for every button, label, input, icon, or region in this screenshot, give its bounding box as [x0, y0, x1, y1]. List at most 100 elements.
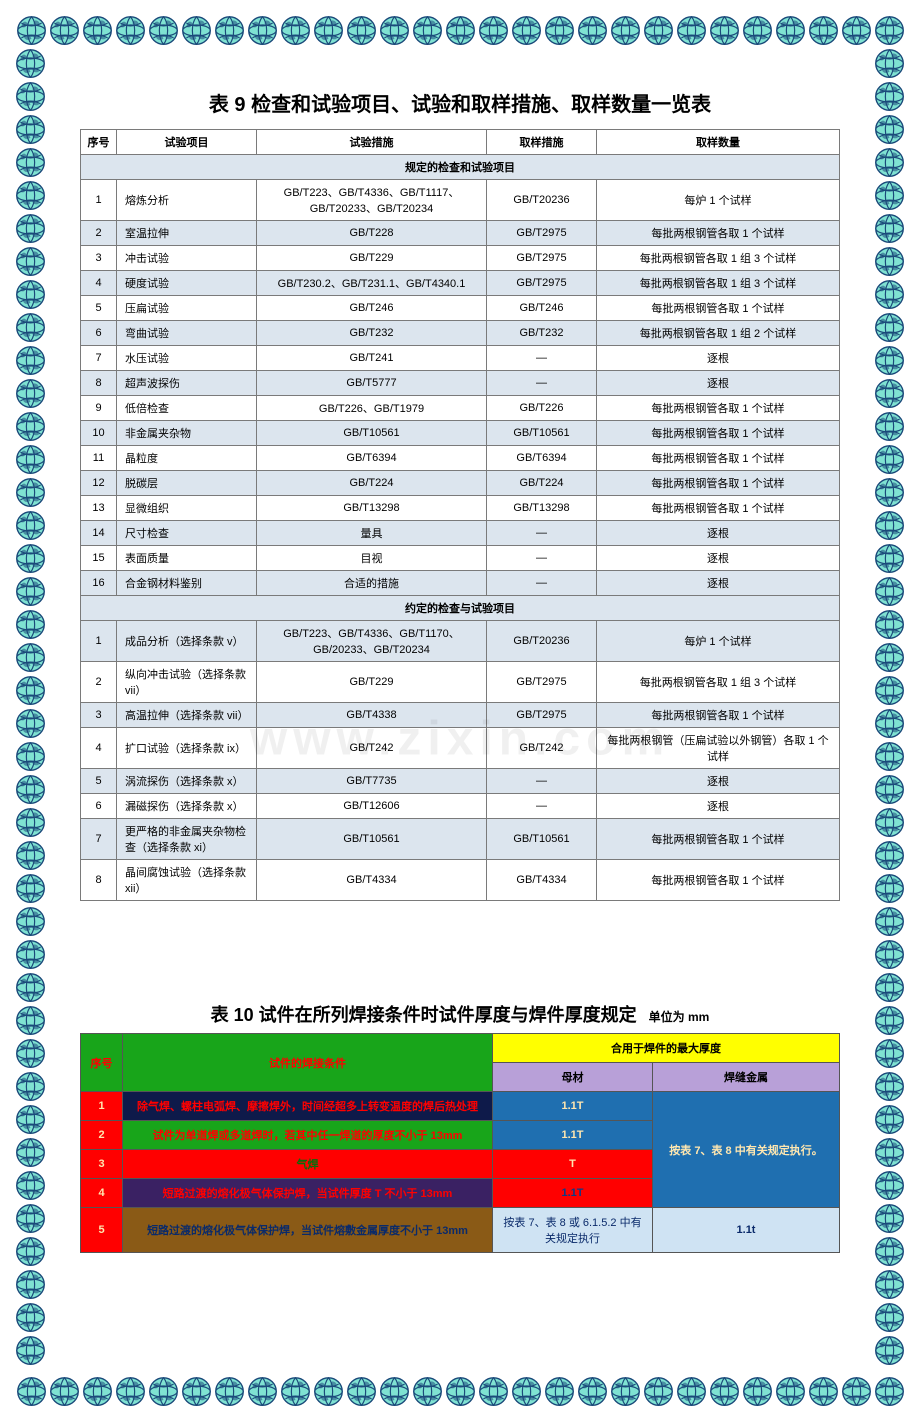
- globe-icon: [48, 14, 81, 47]
- globe-icon: [14, 1103, 47, 1136]
- table10: 序号 试件的焊接条件 合用于焊件的最大厚度 母材 焊缝金属 1 除气焊、螺柱电弧…: [80, 1033, 840, 1253]
- table-row: 13 显微组织 GB/T13298 GB/T13298 每批两根钢管各取 1 个…: [81, 496, 840, 521]
- cell-no: 2: [81, 221, 117, 246]
- globe-icon: [873, 1136, 906, 1169]
- cell-no: 1: [81, 621, 117, 662]
- th-sampling: 取样措施: [487, 130, 597, 155]
- globe-icon: [180, 1375, 213, 1408]
- globe-icon: [873, 443, 906, 476]
- globe-icon: [14, 1235, 47, 1268]
- globe-icon: [873, 1070, 906, 1103]
- globe-icon: [14, 179, 47, 212]
- cell-no: 4: [81, 271, 117, 296]
- cell-qty: 每批两根钢管各取 1 个试样: [597, 421, 840, 446]
- globe-icon: [14, 971, 47, 1004]
- table-row: 16 合金钢材料鉴别 合适的措施 — 逐根: [81, 571, 840, 596]
- globe-icon: [14, 146, 47, 179]
- globe-icon: [873, 707, 906, 740]
- table-row: 14 尺寸检查 量具 — 逐根: [81, 521, 840, 546]
- globe-icon: [14, 905, 47, 938]
- globe-icon: [444, 1375, 477, 1408]
- table-row: 5 涡流探伤（选择条款 x） GB/T7735 — 逐根: [81, 769, 840, 794]
- cell-item: 成品分析（选择条款 v）: [117, 621, 257, 662]
- globe-icon: [675, 14, 708, 47]
- cell-sampling: GB/T2975: [487, 662, 597, 703]
- cell-method: 量具: [257, 521, 487, 546]
- globe-icon: [14, 1334, 47, 1367]
- globe-icon: [14, 575, 47, 608]
- globe-icon: [345, 1375, 378, 1408]
- globe-icon: [246, 1375, 279, 1408]
- t10-no: 1: [81, 1092, 123, 1121]
- cell-no: 5: [81, 296, 117, 321]
- cell-item: 室温拉伸: [117, 221, 257, 246]
- t10-row: 1 除气焊、螺柱电弧焊、摩擦焊外，时间经超多上转变温度的焊后热处理 1.1T 按…: [81, 1092, 840, 1121]
- globe-icon: [48, 1375, 81, 1408]
- section-label: 规定的检查和试验项目: [81, 155, 840, 180]
- globe-icon: [873, 1037, 906, 1070]
- globe-icon: [807, 14, 840, 47]
- cell-no: 11: [81, 446, 117, 471]
- cell-item: 熔炼分析: [117, 180, 257, 221]
- globe-icon: [576, 1375, 609, 1408]
- cell-item: 尺寸检查: [117, 521, 257, 546]
- cell-sampling: GB/T226: [487, 396, 597, 421]
- cell-no: 8: [81, 371, 117, 396]
- globe-icon: [14, 278, 47, 311]
- th-no: 序号: [81, 130, 117, 155]
- cell-no: 6: [81, 321, 117, 346]
- t10-base: 按表 7、表 8 或 6.1.5.2 中有关规定执行: [493, 1208, 653, 1253]
- globe-icon: [840, 14, 873, 47]
- cell-method: GB/T224: [257, 471, 487, 496]
- globe-icon: [609, 14, 642, 47]
- cell-qty: 每炉 1 个试样: [597, 180, 840, 221]
- cell-qty: 逐根: [597, 371, 840, 396]
- cell-item: 漏磁探伤（选择条款 x）: [117, 794, 257, 819]
- globe-icon: [873, 1103, 906, 1136]
- cell-no: 14: [81, 521, 117, 546]
- cell-item: 硬度试验: [117, 271, 257, 296]
- cell-no: 10: [81, 421, 117, 446]
- cell-item: 弯曲试验: [117, 321, 257, 346]
- globe-icon: [14, 1169, 47, 1202]
- cell-item: 纵向冲击试验（选择条款 vii）: [117, 662, 257, 703]
- globe-icon: [708, 14, 741, 47]
- cell-sampling: —: [487, 546, 597, 571]
- cell-method: GB/T223、GB/T4336、GB/T1170、GB/20233、GB/T2…: [257, 621, 487, 662]
- cell-item: 更严格的非金属夹杂物检查（选择条款 xi）: [117, 819, 257, 860]
- cell-item: 扩口试验（选择条款 ix）: [117, 728, 257, 769]
- cell-sampling: —: [487, 794, 597, 819]
- globe-icon: [14, 608, 47, 641]
- globe-icon: [81, 14, 114, 47]
- globe-icon: [873, 1235, 906, 1268]
- cell-sampling: —: [487, 521, 597, 546]
- t10-header-row: 序号 试件的焊接条件 合用于焊件的最大厚度: [81, 1034, 840, 1063]
- cell-no: 15: [81, 546, 117, 571]
- cell-qty: 逐根: [597, 769, 840, 794]
- globe-icon: [774, 14, 807, 47]
- cell-qty: 逐根: [597, 794, 840, 819]
- cell-method: GB/T242: [257, 728, 487, 769]
- globe-icon: [873, 344, 906, 377]
- cell-sampling: GB/T6394: [487, 446, 597, 471]
- globe-icon: [642, 1375, 675, 1408]
- globe-icon: [14, 1004, 47, 1037]
- cell-method: GB/T228: [257, 221, 487, 246]
- cell-method: GB/T6394: [257, 446, 487, 471]
- t10-th-base: 母材: [493, 1063, 653, 1092]
- cell-no: 13: [81, 496, 117, 521]
- table10-title-wrap: 表 10 试件在所列焊接条件时试件厚度与焊件厚度规定 单位为 mm: [80, 1001, 840, 1033]
- cell-qty: 每批两根钢管各取 1 个试样: [597, 446, 840, 471]
- cell-item: 超声波探伤: [117, 371, 257, 396]
- globe-icon: [14, 1301, 47, 1334]
- cell-method: GB/T5777: [257, 371, 487, 396]
- globe-icon: [873, 674, 906, 707]
- cell-qty: 每批两根钢管各取 1 个试样: [597, 703, 840, 728]
- table-row: 10 非金属夹杂物 GB/T10561 GB/T10561 每批两根钢管各取 1…: [81, 421, 840, 446]
- globe-icon: [378, 14, 411, 47]
- t10-cond: 除气焊、螺柱电弧焊、摩擦焊外，时间经超多上转变温度的焊后热处理: [123, 1092, 493, 1121]
- globe-icon: [345, 14, 378, 47]
- globe-icon: [873, 47, 906, 80]
- t10-base: 1.1T: [493, 1121, 653, 1150]
- globe-icon: [14, 113, 47, 146]
